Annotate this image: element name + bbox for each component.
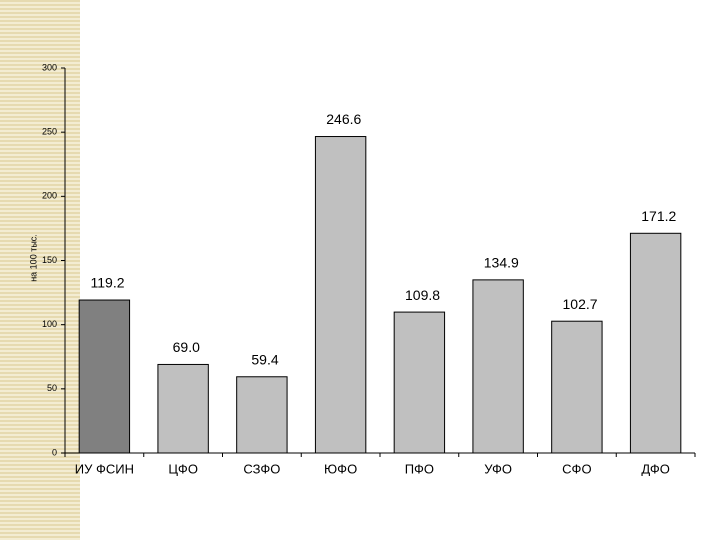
- bar: [393, 311, 446, 454]
- value-label: 134.9: [484, 255, 519, 271]
- value-label: 69.0: [173, 339, 200, 355]
- y-tick-label: 300: [42, 62, 57, 72]
- x-tick-label: ЮФО: [324, 461, 357, 476]
- y-tick-label: 0: [52, 447, 57, 457]
- value-label: 102.7: [563, 296, 598, 312]
- bar: [629, 232, 682, 454]
- decor-stripe: [0, 0, 80, 540]
- value-label: 59.4: [251, 351, 278, 367]
- bar: [314, 136, 367, 454]
- value-label: 119.2: [91, 275, 125, 291]
- x-tick-label: ЦФО: [168, 461, 198, 476]
- x-tick-label: СФО: [562, 461, 591, 476]
- y-tick-label: 150: [42, 255, 57, 265]
- bar: [472, 279, 524, 454]
- value-label: 246.6: [326, 111, 361, 127]
- bar: [551, 320, 603, 454]
- value-label: 171.2: [641, 208, 676, 224]
- y-tick-label: 200: [42, 191, 57, 201]
- x-tick-label: УФО: [484, 461, 512, 476]
- y-tick-label: 50: [47, 383, 57, 393]
- y-tick-label: 250: [42, 127, 57, 137]
- x-tick-label: СЗФО: [243, 461, 280, 476]
- value-label: 109.8: [405, 287, 440, 303]
- bar: [236, 376, 288, 454]
- y-axis-label: на 100 тыс.: [28, 234, 38, 282]
- bar: [78, 299, 131, 454]
- bar: [157, 363, 209, 454]
- x-tick-label: ДФО: [641, 461, 670, 476]
- y-tick-label: 100: [42, 319, 57, 329]
- x-tick-label: ИУ ФСИН: [75, 461, 134, 476]
- x-tick-label: ПФО: [405, 461, 434, 476]
